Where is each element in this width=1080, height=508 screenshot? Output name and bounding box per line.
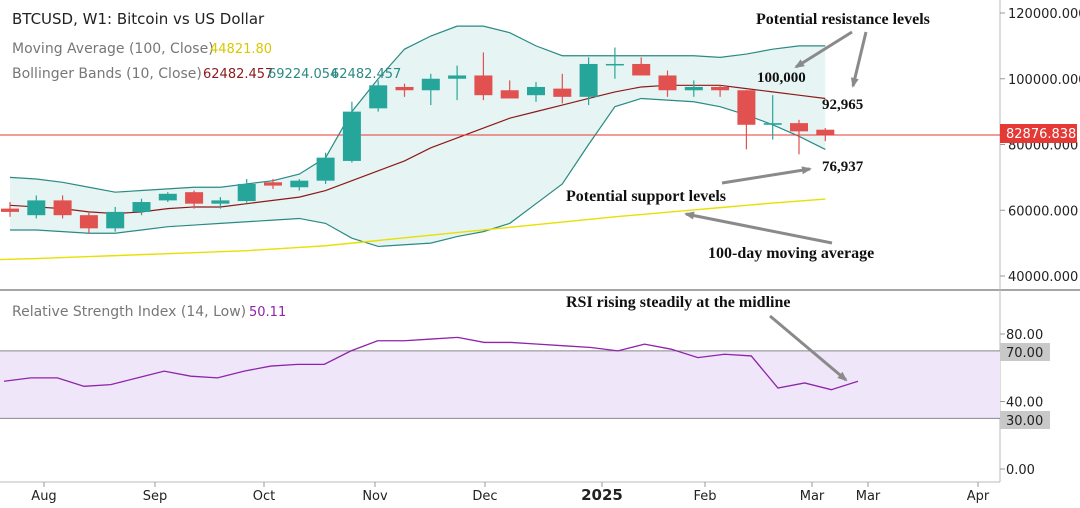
- candle-body[interactable]: [658, 75, 677, 91]
- annotation-resistance: Potential resistance levels: [756, 11, 930, 28]
- rsi-tick-label: 40.00: [1006, 396, 1043, 411]
- price-tick-label: 120000.000: [1008, 7, 1080, 22]
- annotation-76937: 76,937: [822, 159, 864, 175]
- time-axis[interactable]: Aug Sep Oct Nov Dec 2025 Feb Mar Mar Apr: [31, 482, 990, 504]
- annotation-support: Potential support levels: [566, 188, 726, 205]
- chart-title: BTCUSD, W1: Bitcoin vs US Dollar: [12, 10, 265, 28]
- rsi-tick-label: 80.00: [1006, 328, 1043, 343]
- rsi-70-badge-label: 70.00: [1006, 346, 1043, 361]
- bb-legend-lower: 62482.457: [331, 67, 401, 82]
- candle-body[interactable]: [816, 129, 835, 135]
- candle-body[interactable]: [211, 200, 230, 204]
- ma-legend-value: 44821.80: [210, 42, 272, 57]
- time-tick-label: Aug: [31, 489, 56, 504]
- price-tick-label: 40000.000: [1008, 270, 1078, 285]
- candle-body[interactable]: [158, 193, 177, 201]
- candle-body[interactable]: [579, 63, 598, 97]
- time-tick-label: Apr: [967, 489, 990, 504]
- candle-body[interactable]: [790, 123, 808, 132]
- bb-legend-upper: 69224.054: [268, 67, 338, 82]
- rsi-axis[interactable]: 80.00 40.00 0.00: [1000, 328, 1043, 478]
- current-price-badge: [1000, 124, 1077, 143]
- annotation-rsi: RSI rising steadily at the midline: [566, 294, 790, 311]
- bollinger-lower-line: [10, 97, 826, 248]
- candle-body[interactable]: [553, 88, 572, 97]
- arrow-rsi: [769, 314, 848, 382]
- annotation-100000: 100,000: [757, 70, 806, 86]
- rsi-30-badge: [1000, 411, 1050, 429]
- candle-body[interactable]: [763, 123, 782, 125]
- candle-body[interactable]: [316, 157, 335, 181]
- bollinger-fill: [10, 26, 826, 247]
- candle-body[interactable]: [448, 75, 467, 79]
- price-tick-label: 100000.000: [1008, 73, 1080, 88]
- time-tick-label: Mar: [856, 489, 881, 504]
- candle-body[interactable]: [605, 63, 624, 66]
- candle-body[interactable]: [737, 90, 756, 125]
- ma-legend-label: Moving Average (100, Close): [12, 41, 214, 57]
- candles-group: [1, 47, 835, 234]
- time-tick-label: Oct: [253, 489, 275, 504]
- candle-body[interactable]: [27, 200, 46, 216]
- candle-body[interactable]: [79, 215, 98, 229]
- time-tick-label: Feb: [693, 489, 716, 504]
- rsi-legend-label: Relative Strength Index (14, Low): [12, 304, 246, 320]
- arrow-resistance-1: [794, 30, 853, 69]
- arrow-support: [721, 166, 812, 185]
- arrow-ma100: [684, 211, 833, 245]
- bb-legend-basis: 62482.457: [203, 67, 273, 82]
- time-tick-label: Mar: [800, 489, 825, 504]
- candle-body[interactable]: [106, 211, 125, 229]
- candle-body[interactable]: [500, 90, 519, 99]
- arrow-resistance-2: [850, 31, 868, 88]
- annotation-ma100: 100-day moving average: [708, 245, 874, 262]
- rsi-band: [0, 350, 1000, 419]
- candle-body[interactable]: [132, 202, 151, 212]
- candle-body[interactable]: [185, 192, 204, 204]
- candle-body[interactable]: [421, 78, 440, 91]
- moving-average-line: [0, 198, 826, 261]
- time-tick-label: Dec: [472, 489, 497, 504]
- bb-legend-label: Bollinger Bands (10, Close): [12, 66, 202, 82]
- candle-body[interactable]: [684, 86, 703, 91]
- candle-body[interactable]: [342, 111, 361, 161]
- candle-body[interactable]: [395, 86, 414, 91]
- bollinger-upper-line: [9, 25, 826, 193]
- candle-body[interactable]: [474, 75, 493, 96]
- candle-body[interactable]: [369, 85, 388, 109]
- candle-body[interactable]: [711, 86, 730, 91]
- time-tick-label: 2025: [581, 486, 623, 504]
- candle-body[interactable]: [53, 200, 72, 216]
- current-price-label: 82876.838: [1006, 127, 1076, 142]
- price-tick-label: 60000.000: [1008, 204, 1078, 219]
- candle-body[interactable]: [632, 63, 651, 76]
- time-tick-label: Sep: [143, 489, 168, 504]
- rsi-tick-label: 0.00: [1006, 463, 1035, 478]
- price-axis[interactable]: 120000.000100000.00080000.00060000.00040…: [1000, 7, 1080, 285]
- candle-body[interactable]: [237, 183, 256, 202]
- candle-body[interactable]: [1, 208, 19, 212]
- rsi-legend-value: 50.11: [249, 305, 286, 320]
- rsi-line: [3, 336, 859, 391]
- time-tick-label: Nov: [362, 489, 388, 504]
- rsi-70-badge: [1000, 343, 1050, 361]
- annotation-92965: 92,965: [822, 97, 863, 113]
- candle-body[interactable]: [264, 182, 282, 186]
- candle-body[interactable]: [527, 86, 545, 96]
- candle-body[interactable]: [290, 180, 309, 188]
- rsi-30-badge-label: 30.00: [1006, 414, 1043, 429]
